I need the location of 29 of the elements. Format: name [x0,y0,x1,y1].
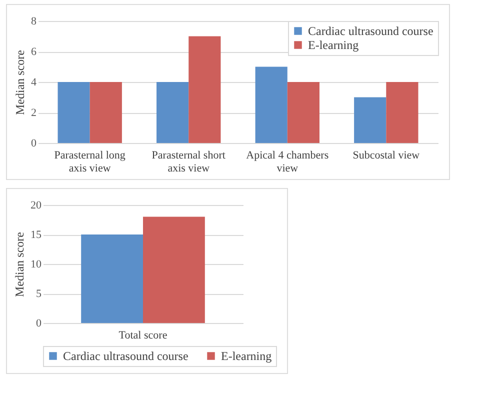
bar [287,82,320,143]
legend-label: Cardiac ultrasound course [308,24,434,38]
y-tick-label: 5 [36,288,42,300]
bar [255,66,288,143]
y-tick-label: 20 [30,200,42,212]
bar [156,82,189,143]
y-tick-label: 0 [31,138,37,150]
x-tick-label: Apical 4 chambers view [246,150,329,174]
y-tick-label: 0 [36,318,42,330]
y-tick-label: 10 [30,258,42,270]
x-tick-label: Parasternal long axis view [54,150,126,174]
legend-label: E-learning [308,38,359,52]
y-tick-label: 4 [31,76,37,88]
legend-label: E-learning [221,349,272,363]
y-axis-title: Median score [13,50,27,115]
y-tick-label: 15 [30,229,42,241]
bar [354,97,386,143]
bar [58,82,90,143]
x-tick-label: Subcostal view [352,150,420,162]
x-tick-label: Parasternal short axis view [152,150,226,174]
bar [90,82,122,143]
y-axis-title: Median score [12,232,26,297]
x-tick-label: Total score [118,330,168,342]
bar [386,82,418,143]
y-tick-label: 2 [31,107,36,119]
bar [188,36,221,143]
legend-label: Cardiac ultrasound course [63,349,188,363]
y-tick-label: 8 [31,16,37,28]
y-tick-label: 6 [31,46,37,58]
